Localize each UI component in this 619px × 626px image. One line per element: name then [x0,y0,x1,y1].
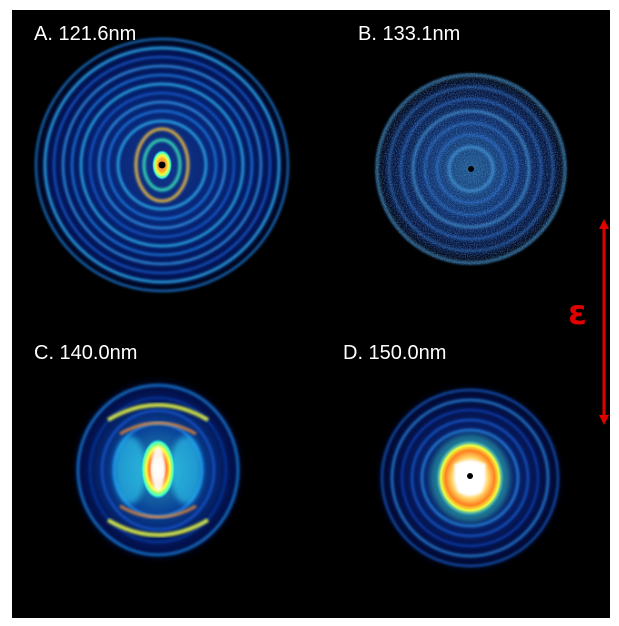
strain-symbol: ε [568,293,587,333]
diffraction-ring [420,428,520,528]
diffraction-pattern-d [372,380,568,576]
panel-label-b: B. 133.1nm [358,23,461,45]
diffraction-ring [61,64,263,266]
diffraction-ring [380,388,560,568]
diffraction-ring [71,74,253,256]
panel-label-a: A. 121.6nm [34,23,137,45]
diffraction-pattern-b [371,69,571,269]
diffraction-ring [100,409,216,531]
diffraction-ring [89,92,235,238]
diffraction-ring [43,46,281,284]
panel-label-c: C. 140.0nm [34,342,138,364]
diffraction-ring [53,56,271,274]
diffraction-ring [116,119,208,211]
diffraction-pattern-a [32,35,292,295]
diffraction-ring [76,383,240,557]
diffraction-ring [410,418,530,538]
diffraction-ring [401,409,539,547]
diffraction-patterns-canvas [32,35,609,576]
diffraction-ring [390,398,550,558]
diffraction-ring [97,100,227,230]
diffraction-ring [107,110,217,220]
diffraction-ring [79,82,245,248]
diffraction-figure: A. 121.6nm B. 133.1nm C. 140.0nm D. 150.… [12,10,610,618]
diffraction-ring [89,396,227,544]
diffraction-pattern-c [68,374,248,566]
panel-label-d: D. 150.0nm [343,342,447,364]
diffraction-ring [35,38,289,292]
